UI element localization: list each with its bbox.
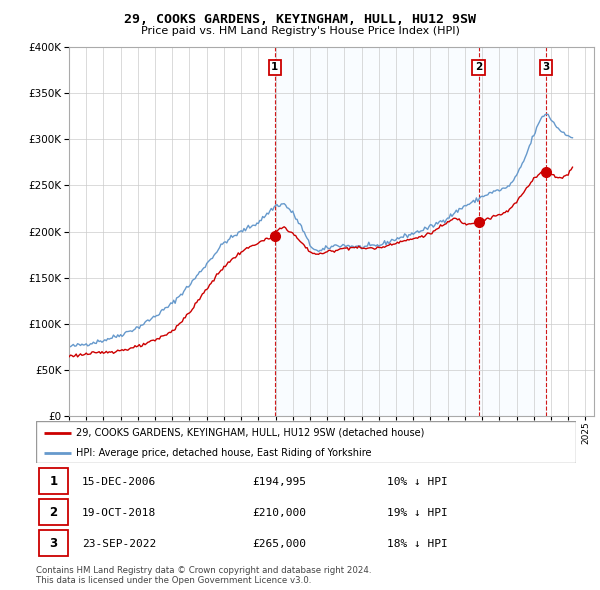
Text: 19-OCT-2018: 19-OCT-2018 [82,508,156,517]
Text: Price paid vs. HM Land Registry's House Price Index (HPI): Price paid vs. HM Land Registry's House … [140,26,460,36]
Text: 18% ↓ HPI: 18% ↓ HPI [387,539,448,549]
FancyBboxPatch shape [39,530,68,556]
Text: 2: 2 [475,63,482,73]
Text: This data is licensed under the Open Government Licence v3.0.: This data is licensed under the Open Gov… [36,576,311,585]
Text: 10% ↓ HPI: 10% ↓ HPI [387,477,448,487]
Text: 23-SEP-2022: 23-SEP-2022 [82,539,156,549]
Text: HPI: Average price, detached house, East Riding of Yorkshire: HPI: Average price, detached house, East… [77,448,372,457]
Text: 3: 3 [542,63,550,73]
Text: 1: 1 [49,475,58,488]
Text: 2: 2 [49,506,58,519]
FancyBboxPatch shape [39,468,68,494]
Text: 29, COOKS GARDENS, KEYINGHAM, HULL, HU12 9SW (detached house): 29, COOKS GARDENS, KEYINGHAM, HULL, HU12… [77,428,425,438]
Text: £265,000: £265,000 [252,539,306,549]
Text: £210,000: £210,000 [252,508,306,517]
Text: 19% ↓ HPI: 19% ↓ HPI [387,508,448,517]
Text: Contains HM Land Registry data © Crown copyright and database right 2024.: Contains HM Land Registry data © Crown c… [36,566,371,575]
Text: 1: 1 [271,63,278,73]
Text: £194,995: £194,995 [252,477,306,487]
Text: 3: 3 [49,537,58,550]
Text: 15-DEC-2006: 15-DEC-2006 [82,477,156,487]
Text: 29, COOKS GARDENS, KEYINGHAM, HULL, HU12 9SW: 29, COOKS GARDENS, KEYINGHAM, HULL, HU12… [124,13,476,26]
FancyBboxPatch shape [39,499,68,525]
Bar [275,47,546,416]
